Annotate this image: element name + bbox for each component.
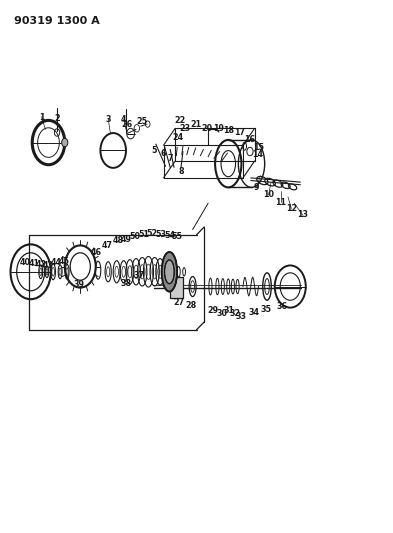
Text: 26: 26 — [121, 119, 132, 128]
Text: 36: 36 — [276, 302, 287, 311]
Text: 55: 55 — [172, 232, 183, 241]
Text: 32: 32 — [230, 310, 241, 319]
Text: 28: 28 — [185, 301, 197, 310]
Text: 54: 54 — [164, 231, 175, 240]
Text: 49: 49 — [121, 235, 132, 244]
Text: 19: 19 — [213, 124, 224, 133]
Text: 13: 13 — [297, 211, 308, 219]
Text: 52: 52 — [146, 229, 157, 238]
Text: 38: 38 — [120, 279, 132, 288]
Text: 12: 12 — [286, 204, 297, 213]
Text: 41: 41 — [29, 259, 40, 268]
Text: 8: 8 — [178, 167, 184, 176]
Text: 4: 4 — [121, 115, 127, 124]
Text: 24: 24 — [173, 133, 184, 142]
Text: 1: 1 — [39, 113, 44, 122]
Ellipse shape — [165, 260, 174, 284]
Text: 10: 10 — [263, 190, 274, 199]
Text: 14: 14 — [252, 150, 263, 159]
Text: 48: 48 — [113, 236, 124, 245]
Text: 20: 20 — [202, 124, 213, 133]
Text: 47: 47 — [102, 241, 113, 250]
Text: 30: 30 — [217, 310, 228, 319]
Text: 17: 17 — [234, 128, 245, 137]
Text: 29: 29 — [207, 306, 219, 316]
Text: 34: 34 — [248, 309, 259, 318]
Ellipse shape — [162, 252, 177, 292]
Text: 27: 27 — [173, 298, 185, 307]
Text: 53: 53 — [155, 230, 166, 239]
Text: 44: 44 — [51, 258, 62, 267]
Text: 31: 31 — [224, 306, 235, 316]
Text: 90319 1300 A: 90319 1300 A — [15, 16, 100, 26]
Text: 2: 2 — [54, 114, 60, 123]
Text: 43: 43 — [43, 261, 54, 270]
Text: 22: 22 — [174, 116, 186, 125]
Text: 11: 11 — [275, 198, 286, 207]
Text: 33: 33 — [236, 312, 247, 320]
Text: 6: 6 — [161, 149, 166, 158]
Text: 5: 5 — [151, 146, 157, 155]
Text: 42: 42 — [36, 260, 47, 269]
Text: 21: 21 — [190, 119, 201, 128]
Text: 16: 16 — [244, 135, 255, 144]
Text: 35: 35 — [261, 305, 272, 314]
Text: 45: 45 — [59, 257, 70, 266]
Text: 15: 15 — [253, 143, 264, 152]
Text: 50: 50 — [129, 232, 140, 241]
Text: 40: 40 — [20, 258, 31, 267]
Bar — [170, 277, 183, 298]
Circle shape — [62, 139, 68, 147]
Text: 51: 51 — [138, 230, 149, 239]
Text: 37: 37 — [134, 271, 145, 280]
Text: 25: 25 — [137, 117, 148, 126]
Text: 23: 23 — [179, 124, 191, 133]
Text: 39: 39 — [73, 280, 84, 289]
Text: 18: 18 — [224, 126, 235, 135]
Text: 9: 9 — [254, 183, 259, 192]
Text: 7: 7 — [167, 154, 173, 163]
Text: 3: 3 — [105, 115, 111, 124]
Text: 46: 46 — [90, 248, 101, 257]
